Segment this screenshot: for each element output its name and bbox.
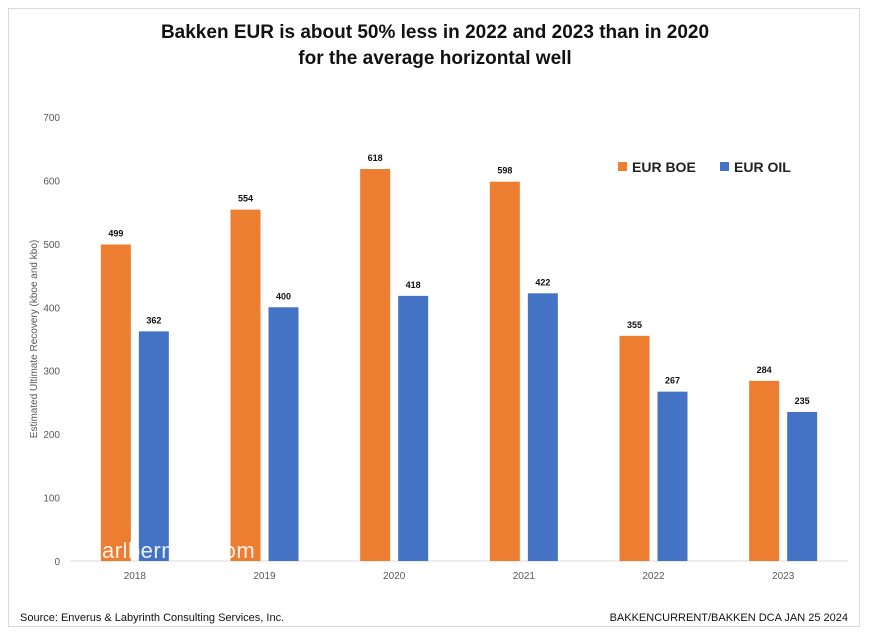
legend-swatch-eur-oil bbox=[720, 162, 729, 171]
bar-eur-oil bbox=[787, 411, 818, 561]
data-label-eur-boe: 554 bbox=[238, 194, 253, 204]
x-tick-label: 2022 bbox=[642, 571, 665, 582]
data-label-eur-oil: 418 bbox=[406, 280, 421, 290]
legend-label-eur-boe: EUR BOE bbox=[632, 159, 696, 175]
y-tick-label: 200 bbox=[43, 430, 60, 441]
data-label-eur-oil: 267 bbox=[665, 376, 680, 386]
chart-title: Bakken EUR is about 50% less in 2022 and… bbox=[0, 20, 870, 72]
legend-label-eur-oil: EUR OIL bbox=[734, 159, 791, 175]
bar-eur-oil bbox=[527, 293, 558, 561]
data-label-eur-boe: 499 bbox=[108, 228, 123, 238]
data-label-eur-boe: 284 bbox=[757, 365, 772, 375]
title-line-1: Bakken EUR is about 50% less in 2022 and… bbox=[160, 22, 710, 43]
bar-eur-boe bbox=[489, 181, 520, 561]
x-tick-label: 2019 bbox=[253, 571, 276, 582]
x-tick-label: 2021 bbox=[513, 571, 536, 582]
bar-eur-boe bbox=[619, 335, 650, 561]
x-tick-label: 2018 bbox=[124, 571, 147, 582]
legend-swatch-eur-boe bbox=[618, 162, 627, 171]
y-axis-title: Estimated Ultimate Recovery (kboe and kb… bbox=[29, 240, 40, 438]
data-label-eur-oil: 422 bbox=[535, 277, 550, 287]
data-label-eur-boe: 355 bbox=[627, 320, 642, 330]
y-tick-label: 700 bbox=[43, 113, 60, 124]
bar-eur-oil bbox=[268, 307, 299, 561]
y-tick-label: 400 bbox=[43, 303, 60, 314]
y-tick-label: 300 bbox=[43, 367, 60, 378]
y-tick-label: 500 bbox=[43, 240, 60, 251]
bar-eur-oil bbox=[657, 391, 688, 561]
data-label-eur-oil: 400 bbox=[276, 291, 291, 301]
source-note: Source: Enverus & Labyrinth Consulting S… bbox=[20, 612, 285, 624]
bar-eur-boe bbox=[230, 209, 261, 561]
y-tick-label: 600 bbox=[43, 176, 60, 187]
y-tick-label: 0 bbox=[54, 557, 60, 568]
reference-note: BAKKENCURRENT/BAKKEN DCA JAN 25 2024 bbox=[609, 612, 848, 624]
y-tick-label: 100 bbox=[43, 494, 60, 505]
data-label-eur-boe: 598 bbox=[497, 166, 512, 176]
bar-eur-oil bbox=[398, 295, 429, 561]
title-line-2: for the average horizontal well bbox=[298, 48, 572, 69]
data-label-eur-oil: 362 bbox=[146, 315, 161, 325]
bar-eur-boe bbox=[100, 244, 131, 561]
x-tick-label: 2020 bbox=[383, 571, 406, 582]
bar-eur-boe bbox=[749, 380, 780, 561]
bar-eur-boe bbox=[360, 169, 391, 562]
watermark-text: arlberman.com bbox=[102, 538, 256, 563]
data-label-eur-oil: 235 bbox=[795, 396, 810, 406]
bar-eur-oil bbox=[138, 331, 169, 561]
data-label-eur-boe: 618 bbox=[368, 153, 383, 163]
x-tick-label: 2023 bbox=[772, 571, 795, 582]
